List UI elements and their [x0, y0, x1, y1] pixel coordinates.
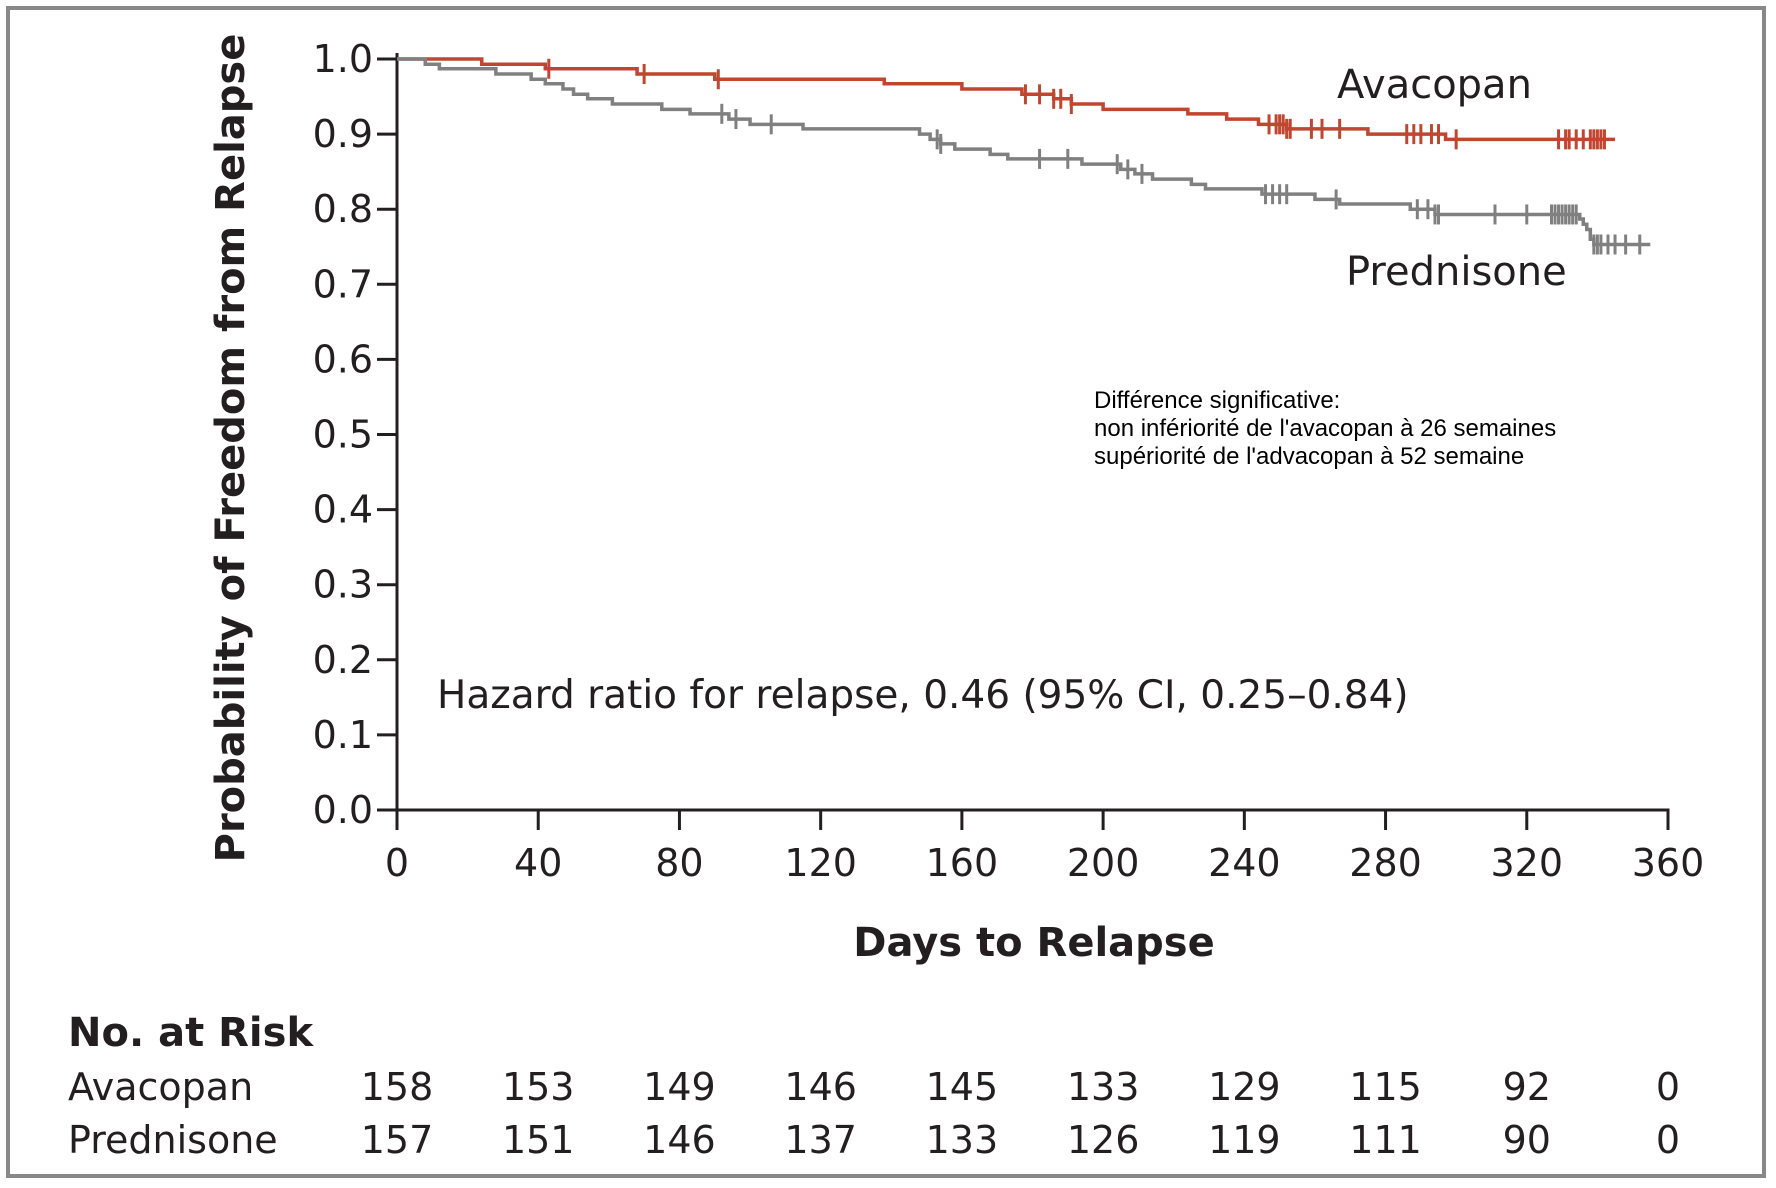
risk-value: 126	[1067, 1118, 1140, 1162]
x-tick-label: 160	[926, 841, 999, 885]
risk-value: 119	[1208, 1118, 1281, 1162]
x-tick-label: 0	[385, 841, 409, 885]
risk-table-title: No. at Risk	[68, 1010, 314, 1056]
x-tick-label: 80	[655, 841, 703, 885]
y-tick-label: 0.9	[313, 112, 373, 156]
y-tick-label: 0.1	[313, 713, 373, 757]
risk-value: 92	[1503, 1065, 1551, 1109]
figure-frame	[6, 6, 1766, 1178]
y-tick-label: 0.8	[313, 187, 373, 231]
risk-value: 149	[643, 1065, 716, 1109]
axes: 0.0 0.1 0.2 0.3 0.4 0.5 0.6 0.7 0.8 0.9 1.0 0 40 80 12…	[313, 37, 1705, 885]
series-prednisone	[397, 57, 1651, 255]
risk-value: 111	[1349, 1118, 1422, 1162]
survival-line-prednisone	[397, 57, 1651, 247]
series-avacopan	[397, 57, 1616, 150]
x-tick-label: 120	[784, 841, 857, 885]
risk-value: 90	[1503, 1118, 1551, 1162]
risk-value: 157	[361, 1118, 434, 1162]
risk-value: 145	[926, 1065, 999, 1109]
x-tick-label: 320	[1491, 841, 1564, 885]
risk-value: 151	[502, 1118, 575, 1162]
y-tick-label: 0.4	[313, 488, 373, 532]
y-tick-label: 0.5	[313, 413, 373, 457]
y-axis-title: Probability of Freedom from Relapse	[208, 34, 254, 863]
risk-value: 133	[926, 1118, 999, 1162]
risk-row-label-avacopan: Avacopan	[68, 1065, 253, 1109]
y-tick-label: 0.6	[313, 337, 373, 381]
risk-value: 129	[1208, 1065, 1281, 1109]
note-line-1: Différence significative:	[1094, 387, 1340, 414]
x-tick-label: 200	[1067, 841, 1140, 885]
hazard-ratio-annotation: Hazard ratio for relapse, 0.46 (95% CI, …	[437, 673, 1409, 718]
x-tick-label: 280	[1349, 841, 1422, 885]
survival-curves	[397, 57, 1651, 255]
x-tick-label: 40	[514, 841, 562, 885]
series-label-prednisone: Prednisone	[1346, 249, 1567, 295]
risk-value: 146	[784, 1065, 857, 1109]
y-tick-label: 0.7	[313, 262, 373, 306]
risk-value: 0	[1656, 1118, 1680, 1162]
note-line-2: non infériorité de l'avacopan à 26 semai…	[1094, 415, 1556, 442]
y-tick-label: 0.3	[313, 563, 373, 607]
series-label-avacopan: Avacopan	[1337, 62, 1532, 108]
risk-value: 158	[361, 1065, 434, 1109]
risk-value: 146	[643, 1118, 716, 1162]
x-axis-title: Days to Relapse	[853, 920, 1215, 966]
note-line-3: supériorité de l'advacopan à 52 semaine	[1094, 443, 1524, 470]
risk-value: 153	[502, 1065, 575, 1109]
risk-value: 137	[784, 1118, 857, 1162]
x-tick-label: 240	[1208, 841, 1281, 885]
y-tick-label: 0.0	[313, 788, 373, 832]
y-tick-label: 0.2	[313, 638, 373, 682]
risk-value: 133	[1067, 1065, 1140, 1109]
risk-row-label-prednisone: Prednisone	[68, 1118, 278, 1162]
risk-value: 115	[1349, 1065, 1422, 1109]
risk-value: 0	[1656, 1065, 1680, 1109]
y-tick-label: 1.0	[313, 37, 373, 81]
x-tick-label: 360	[1632, 841, 1705, 885]
risk-table-values: 158 153 149 146 145 133 129 115 92 0 157 151 146 137 1…	[361, 1065, 1680, 1162]
